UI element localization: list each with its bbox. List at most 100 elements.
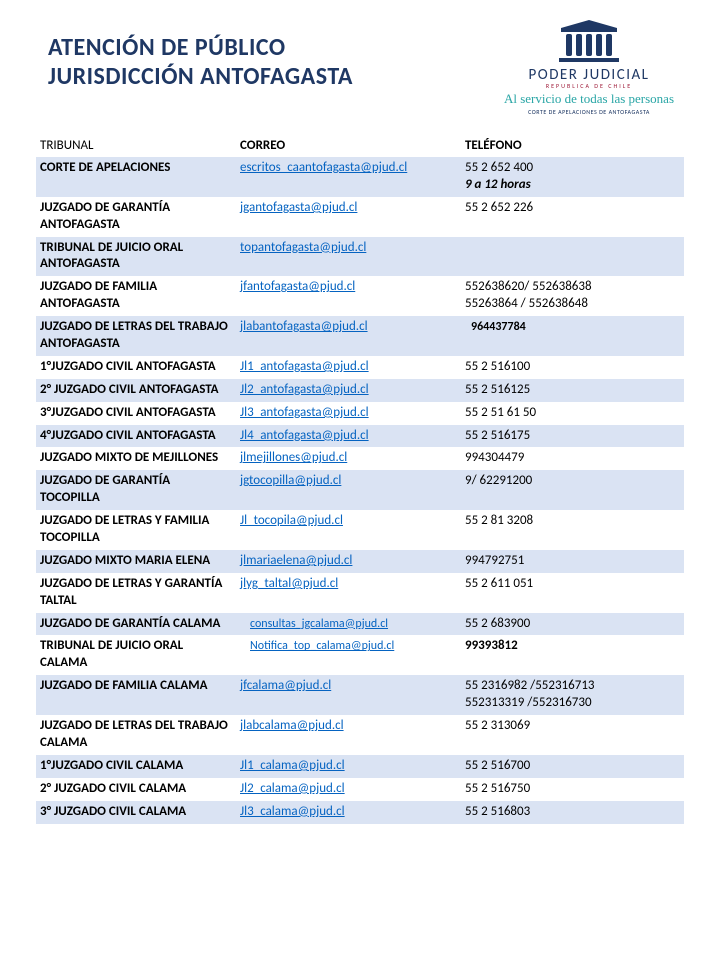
cell-correo: jlyg_taltal@pjud.cl: [236, 573, 461, 613]
col-header-correo: CORREO: [236, 134, 461, 157]
mail-link[interactable]: jlyg_taltal@pjud.cl: [240, 576, 338, 591]
cell-tribunal: JUZGADO DE FAMILIA CALAMA: [36, 675, 236, 715]
cell-tribunal: JUZGADO DE GARANTÍA ANTOFAGASTA: [36, 197, 236, 237]
mail-link[interactable]: jlabcalama@pjud.cl: [240, 718, 344, 733]
cell-correo: Jl3_antofagasta@pjud.cl: [236, 402, 461, 425]
telefono-value: 55 2 516175: [465, 428, 530, 443]
telefono-value: 55 2 51 61 50: [465, 405, 536, 420]
mail-link[interactable]: Jl3_calama@pjud.cl: [240, 804, 345, 819]
mail-link[interactable]: jgtocopilla@pjud.cl: [240, 473, 341, 488]
logo-slogan-text: Al servicio de todas las personas: [494, 91, 684, 107]
mail-link[interactable]: Jl4_antofagasta@pjud.cl: [240, 428, 369, 443]
table-row: 4°JUZGADO CIVIL ANTOFAGASTA Jl4_antofagas…: [36, 425, 684, 448]
mail-link[interactable]: Jl1_calama@pjud.cl: [240, 758, 345, 773]
mail-link[interactable]: jfcalama@pjud.cl: [240, 678, 331, 693]
logo-court-text: CORTE DE APELACIONES DE ANTOFAGASTA: [494, 108, 684, 116]
cell-telefono: 994792751: [461, 550, 684, 573]
cell-correo: Jl_tocopila@pjud.cl: [236, 510, 461, 550]
telefono-value: 55 2 516750: [465, 781, 530, 796]
mail-link[interactable]: jlabantofagasta@pjud.cl: [240, 319, 368, 334]
table-row: 1°JUZGADO CIVIL ANTOFAGASTA Jl1_antofagas…: [36, 356, 684, 379]
telefono-value: 9/ 62291200: [465, 473, 532, 488]
mail-link[interactable]: consultas_jgcalama@pjud.cl: [240, 617, 388, 633]
table-row: JUZGADO DE LETRAS Y FAMILIA TOCOPILLA Jl_…: [36, 510, 684, 550]
table-row: JUZGADO DE LETRAS DEL TRABAJO ANTOFAGAST…: [36, 316, 684, 356]
telefono-value: 994304479: [465, 450, 524, 465]
cell-tribunal: JUZGADO DE GARANTÍA TOCOPILLA: [36, 470, 236, 510]
telefono-value: 55 2 516700: [465, 758, 530, 773]
cell-tribunal: 2° JUZGADO CIVIL CALAMA: [36, 778, 236, 801]
cell-tribunal: 1°JUZGADO CIVIL CALAMA: [36, 755, 236, 778]
cell-tribunal: 4°JUZGADO CIVIL ANTOFAGASTA: [36, 425, 236, 448]
cell-telefono: 55 2 516175: [461, 425, 684, 448]
cell-tribunal: 3° JUZGADO CIVIL CALAMA: [36, 801, 236, 824]
cell-correo: Jl2_antofagasta@pjud.cl: [236, 379, 461, 402]
cell-correo: jlabcalama@pjud.cl: [236, 715, 461, 755]
mail-link[interactable]: jgantofagasta@pjud.cl: [240, 200, 357, 215]
cell-telefono: 55 2 683900: [461, 613, 684, 636]
mail-link[interactable]: topantofagasta@pjud.cl: [240, 240, 366, 255]
mail-link[interactable]: Notifica_top_calama@pjud.cl: [240, 639, 394, 655]
cell-tribunal: JUZGADO DE LETRAS Y FAMILIA TOCOPILLA: [36, 510, 236, 550]
cell-correo: consultas_jgcalama@pjud.cl: [236, 613, 461, 636]
table-row: TRIBUNAL DE JUICIO ORAL ANTOFAGASTA topan…: [36, 237, 684, 277]
cell-tribunal: TRIBUNAL DE JUICIO ORAL ANTOFAGASTA: [36, 237, 236, 277]
header: ATENCIÓN DE PÚBLICO JURISDICCIÓN ANTOFAG…: [0, 0, 720, 134]
mail-link[interactable]: Jl3_antofagasta@pjud.cl: [240, 405, 369, 420]
cell-telefono: 55 2 516125: [461, 379, 684, 402]
table-row: CORTE DE APELACIONESescritos_caantofagas…: [36, 157, 684, 197]
telefono-value: 55 2316982 /552316713: [465, 678, 595, 693]
cell-tribunal: JUZGADO DE GARANTÍA CALAMA: [36, 613, 236, 636]
mail-link[interactable]: Jl_tocopila@pjud.cl: [240, 513, 343, 528]
table-row: JUZGADO DE FAMILIA CALAMA jfcalama@pjud.c…: [36, 675, 684, 715]
cell-correo: Jl3_calama@pjud.cl: [236, 801, 461, 824]
table-row: JUZGADO DE GARANTÍA ANTOFAGASTA jgantofag…: [36, 197, 684, 237]
mail-link[interactable]: Jl1_antofagasta@pjud.cl: [240, 359, 369, 374]
cell-telefono: 9/ 62291200: [461, 470, 684, 510]
cell-telefono: 55 2 313069: [461, 715, 684, 755]
cell-telefono: 55 2 516750: [461, 778, 684, 801]
table-row: 2° JUZGADO CIVIL CALAMA Jl2_calama@pjud.c…: [36, 778, 684, 801]
cell-telefono: 55 2 516803: [461, 801, 684, 824]
cell-telefono: 55 2 516100: [461, 356, 684, 379]
page-title: ATENCIÓN DE PÚBLICO JURISDICCIÓN ANTOFAG…: [48, 28, 353, 92]
mail-link[interactable]: Jl2_antofagasta@pjud.cl: [240, 382, 369, 397]
cell-telefono: 55 2 81 3208: [461, 510, 684, 550]
table-row: JUZGADO DE FAMILIA ANTOFAGASTA jfantofaga…: [36, 276, 684, 316]
cell-correo: topantofagasta@pjud.cl: [236, 237, 461, 277]
cell-correo: Jl1_antofagasta@pjud.cl: [236, 356, 461, 379]
telefono-extra: 552313319 /552316730: [465, 695, 592, 710]
cell-telefono: 55 2 611 051: [461, 573, 684, 613]
telefono-value: 55 2 516100: [465, 359, 530, 374]
cell-tribunal: JUZGADO DE FAMILIA ANTOFAGASTA: [36, 276, 236, 316]
cell-tribunal: JUZGADO MIXTO MARIA ELENA: [36, 550, 236, 573]
mail-link[interactable]: escritos_caantofagasta@pjud.cl: [240, 160, 407, 175]
telefono-value: 55 2 611 051: [465, 576, 533, 591]
cell-correo: Jl2_calama@pjud.cl: [236, 778, 461, 801]
table-row: JUZGADO DE LETRAS DEL TRABAJO CALAMAjlab…: [36, 715, 684, 755]
cell-tribunal: 2° JUZGADO CIVIL ANTOFAGASTA: [36, 379, 236, 402]
cell-telefono: 55 2 652 226: [461, 197, 684, 237]
cell-correo: jgantofagasta@pjud.cl: [236, 197, 461, 237]
telefono-value: 55 2 516125: [465, 382, 530, 397]
directory-table: TRIBUNAL CORREO TELÉFONO CORTE DE APELAC…: [36, 134, 684, 824]
cell-correo: Jl1_calama@pjud.cl: [236, 755, 461, 778]
telefono-value: 55 2 652 400: [465, 160, 533, 175]
col-header-tribunal: TRIBUNAL: [36, 134, 236, 157]
mail-link[interactable]: Jl2_calama@pjud.cl: [240, 781, 345, 796]
cell-tribunal: JUZGADO DE LETRAS Y GARANTÍA TALTAL: [36, 573, 236, 613]
logo: PODER JUDICIAL REPUBLICA DE CHILE Al ser…: [494, 28, 684, 116]
logo-columns-icon: [494, 34, 684, 56]
cell-correo: jlmariaelena@pjud.cl: [236, 550, 461, 573]
cell-tribunal: 1°JUZGADO CIVIL ANTOFAGASTA: [36, 356, 236, 379]
mail-link[interactable]: jlmejillones@pjud.cl: [240, 450, 347, 465]
mail-link[interactable]: jfantofagasta@pjud.cl: [240, 279, 355, 294]
cell-tribunal: TRIBUNAL DE JUICIO ORAL CALAMA: [36, 635, 236, 675]
mail-link[interactable]: jlmariaelena@pjud.cl: [240, 553, 352, 568]
title-line-2: JURISDICCIÓN ANTOFAGASTA: [48, 63, 353, 92]
directory-table-wrap: TRIBUNAL CORREO TELÉFONO CORTE DE APELAC…: [0, 134, 720, 824]
telefono-value: 552638620/ 552638638: [465, 279, 592, 294]
cell-telefono: 964437784: [461, 316, 684, 356]
table-body: CORTE DE APELACIONESescritos_caantofagas…: [36, 157, 684, 824]
logo-sub-text: REPUBLICA DE CHILE: [494, 82, 684, 90]
